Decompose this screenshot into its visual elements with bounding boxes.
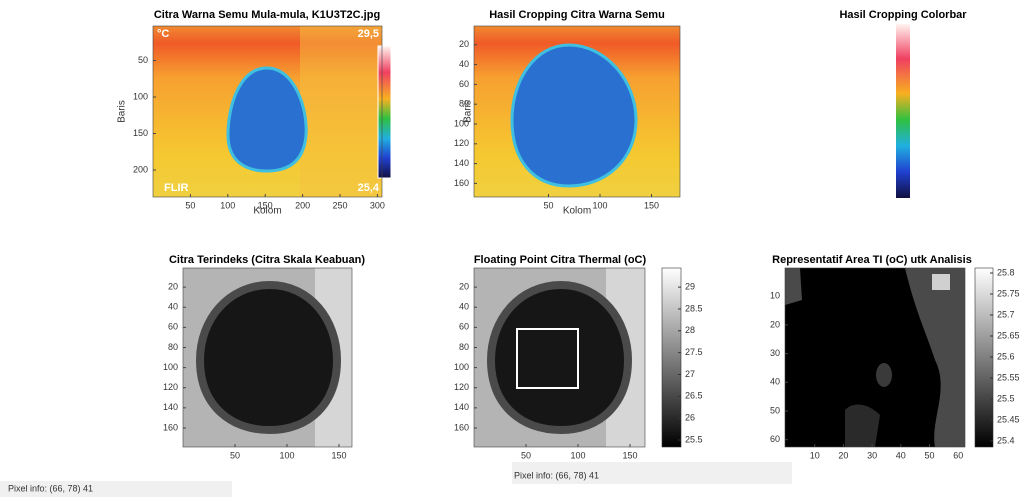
y-tick-label: 30 — [770, 348, 780, 358]
y-tick-label: 80 — [459, 342, 469, 352]
panel-title: Representatif Area TI (oC) utk Analisis — [772, 254, 972, 266]
pixel-info: Pixel info: (66, 78) 41 — [8, 483, 93, 493]
object-blob — [228, 68, 306, 171]
y-tick-label: 160 — [454, 422, 469, 432]
y-tick-label: 120 — [454, 138, 469, 148]
colorbar-tick-label: 27.5 — [685, 347, 703, 357]
y-tick-label: 100 — [133, 91, 148, 101]
y-tick-label: 150 — [133, 128, 148, 138]
panel-title: Floating Point Citra Thermal (oC) — [474, 254, 647, 266]
x-tick-label: 50 — [185, 200, 195, 210]
colorbar — [662, 268, 681, 447]
x-tick-label: 150 — [331, 450, 346, 460]
colorbar-tick-label: 25.75 — [997, 288, 1020, 298]
panel-title: Hasil Cropping Colorbar — [839, 9, 967, 21]
colorbar-tick-label: 25.4 — [997, 435, 1015, 445]
x-tick-label: 150 — [622, 450, 637, 460]
y-tick-label: 20 — [459, 281, 469, 291]
y-tick-label: 100 — [163, 362, 178, 372]
colorbar-tick-label: 25.45 — [997, 414, 1020, 424]
colorbar-tick-label: 25.7 — [997, 309, 1015, 319]
max-label: 29,5 — [358, 28, 379, 40]
y-tick-label: 100 — [454, 362, 469, 372]
x-tick-label: 30 — [867, 450, 877, 460]
y-tick-label: 60 — [168, 322, 178, 332]
image-region — [785, 268, 802, 305]
colorbar-tick-label: 25.5 — [685, 434, 703, 444]
y-tick-label: 40 — [168, 302, 178, 312]
image-region — [876, 363, 892, 387]
y-tick-label: 120 — [163, 382, 178, 392]
x-tick-label: 100 — [592, 200, 607, 210]
image-region — [932, 274, 950, 290]
x-tick-label: 100 — [279, 450, 294, 460]
y-axis-label: Baris — [117, 100, 128, 123]
y-tick-label: 40 — [770, 377, 780, 387]
unit-label: °C — [157, 28, 169, 40]
y-tick-label: 140 — [454, 158, 469, 168]
x-axis-label: Kolom — [563, 206, 591, 217]
pixel-info: Pixel info: (66, 78) 41 — [514, 470, 599, 480]
colorbar-tick-label: 28 — [685, 325, 695, 335]
panel-title: Hasil Cropping Citra Warna Semu — [489, 9, 665, 21]
y-tick-label: 10 — [770, 291, 780, 301]
x-axis-label: Kolom — [253, 206, 281, 217]
y-tick-label: 60 — [459, 322, 469, 332]
y-tick-label: 20 — [168, 281, 178, 291]
colorbar-tick-label: 25.8 — [997, 267, 1015, 277]
min-label: 25,4 — [358, 182, 380, 194]
y-tick-label: 140 — [163, 402, 178, 412]
y-tick-label: 40 — [459, 59, 469, 69]
y-tick-label: 20 — [770, 319, 780, 329]
y-tick-label: 20 — [459, 39, 469, 49]
colorbar-tick-label: 27 — [685, 369, 695, 379]
colorbar-tick-label: 25.5 — [997, 393, 1015, 403]
y-axis-label: Baris — [463, 100, 474, 123]
x-tick-label: 100 — [570, 450, 585, 460]
y-tick-label: 160 — [163, 422, 178, 432]
y-tick-label: 120 — [454, 382, 469, 392]
x-tick-label: 200 — [295, 200, 310, 210]
y-tick-label: 140 — [454, 402, 469, 412]
x-tick-label: 60 — [953, 450, 963, 460]
y-tick-label: 160 — [454, 178, 469, 188]
y-tick-label: 80 — [168, 342, 178, 352]
colorbar-tick-label: 25.6 — [997, 351, 1015, 361]
figure-window: °C 29,5 25,4 FLIR Pixel info: (66, 78) 4… — [0, 0, 1027, 497]
colorbar-tick-label: 29 — [685, 281, 695, 291]
panel-title: Citra Terindeks (Citra Skala Keabuan) — [169, 254, 365, 266]
x-tick-label: 40 — [896, 450, 906, 460]
x-tick-label: 100 — [220, 200, 235, 210]
x-tick-label: 10 — [810, 450, 820, 460]
brand-label: FLIR — [164, 182, 188, 194]
cropped-colorbar — [896, 24, 910, 198]
x-tick-label: 250 — [332, 200, 347, 210]
x-tick-label: 50 — [543, 200, 553, 210]
colorbar-tick-label: 28.5 — [685, 303, 703, 313]
object-blob — [200, 285, 337, 430]
x-tick-label: 20 — [838, 450, 848, 460]
x-tick-label: 50 — [521, 450, 531, 460]
y-tick-label: 40 — [459, 302, 469, 312]
y-tick-label: 50 — [138, 55, 148, 65]
object-blob — [491, 285, 628, 430]
y-tick-label: 200 — [133, 164, 148, 174]
y-tick-label: 60 — [459, 79, 469, 89]
y-tick-label: 60 — [770, 434, 780, 444]
y-tick-label: 50 — [770, 405, 780, 415]
panel-title: Citra Warna Semu Mula-mula, K1U3T2C.jpg — [154, 9, 380, 21]
colorbar-tick-label: 26.5 — [685, 391, 703, 401]
embedded-colorbar — [378, 46, 391, 178]
image-region — [300, 26, 382, 197]
x-tick-label: 150 — [644, 200, 659, 210]
x-tick-label: 50 — [924, 450, 934, 460]
colorbar-tick-label: 25.55 — [997, 372, 1020, 382]
x-tick-label: 50 — [230, 450, 240, 460]
colorbar-tick-label: 26 — [685, 413, 695, 423]
image-region — [845, 405, 880, 447]
colorbar-tick-label: 25.65 — [997, 330, 1020, 340]
x-tick-label: 300 — [370, 200, 385, 210]
